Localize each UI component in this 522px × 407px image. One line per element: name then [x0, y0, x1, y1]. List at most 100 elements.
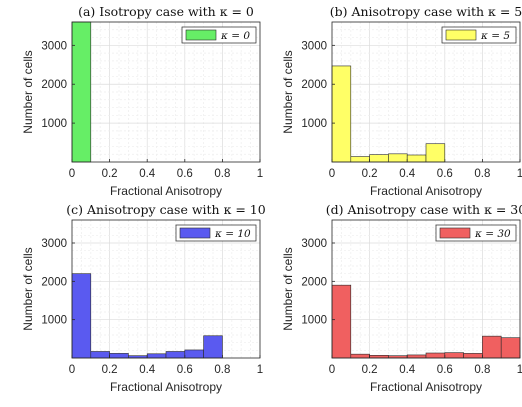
axes-frame [331, 219, 521, 359]
x-tick-label: 0.8 [214, 364, 230, 376]
bar [165, 351, 186, 359]
y-axis-label: Number of cells [21, 50, 35, 133]
axes-frame [331, 21, 521, 163]
bar [500, 337, 521, 359]
x-tick-label: 0 [69, 168, 75, 180]
chart-title: (d) Anisotropy case with κ = 30 [326, 202, 522, 217]
x-tick-label: 0 [329, 364, 335, 376]
chart-title: (a) Isotropy case with κ = 0 [78, 4, 254, 19]
legend-swatch [185, 29, 217, 41]
y-tick-label: 1000 [41, 315, 67, 327]
legend-label: κ = 10 [214, 228, 251, 240]
bar [425, 352, 446, 359]
y-axis-label: Number of cells [281, 247, 295, 330]
axes-frame [71, 219, 261, 359]
x-tick-label: 0.6 [177, 364, 193, 376]
grid [72, 22, 260, 162]
chart-panel-1: 0 0.2 0.4 0.6 0.8 1 1000 2000 3000 (a) Isotropy c… [21, 4, 263, 198]
x-ticks: 0 0.2 0.4 0.6 0.8 1 [69, 355, 263, 376]
bar [369, 355, 389, 359]
y-tick-label: 1000 [301, 315, 327, 327]
x-tick-label: 0 [329, 168, 335, 180]
y-tick-label: 3000 [41, 238, 67, 250]
x-tick-label: 1 [517, 168, 522, 180]
y-ticks: 1000 2000 3000 [41, 238, 75, 327]
y-tick-label: 2000 [301, 276, 327, 288]
bar [406, 154, 427, 163]
x-tick-label: 0.6 [177, 168, 193, 180]
y-tick-label: 3000 [41, 40, 67, 52]
x-tick-label: 1 [257, 168, 263, 180]
legend: κ = 10 [175, 224, 257, 242]
x-tick-label: 0.4 [399, 364, 416, 376]
bar [331, 65, 352, 163]
x-ticks: 0 0.2 0.4 0.6 0.8 1 [329, 159, 522, 180]
x-tick-label: 0.4 [139, 168, 156, 180]
bar [444, 352, 464, 359]
x-axis-label: Fractional Anisotropy [370, 184, 482, 198]
x-axis-label: Fractional Anisotropy [110, 184, 222, 198]
legend-swatch [179, 227, 211, 239]
bar [369, 154, 389, 163]
legend: κ = 30 [435, 224, 517, 242]
x-tick-label: 0 [69, 364, 75, 376]
y-tick-label: 3000 [301, 40, 327, 52]
bar [425, 143, 446, 163]
x-tick-label: 0.4 [399, 168, 416, 180]
x-tick-label: 1 [517, 364, 522, 376]
bar [90, 351, 110, 359]
x-tick-label: 0.4 [139, 364, 156, 376]
bar [109, 353, 129, 359]
x-axis-label: Fractional Anisotropy [110, 380, 222, 394]
bars [71, 21, 92, 163]
bars [71, 273, 223, 359]
bar [350, 353, 370, 359]
x-tick-label: 0.6 [437, 364, 453, 376]
bar [388, 153, 408, 163]
bars [331, 284, 521, 359]
bar [71, 21, 92, 163]
chart-panel-3: 0 0.2 0.4 0.6 0.8 1 1000 2000 3000 (c) Anisotropy… [21, 202, 266, 394]
chart-title: (c) Anisotropy case with κ = 10 [66, 202, 265, 217]
x-tick-label: 0.8 [474, 364, 490, 376]
y-axis-label: Number of cells [21, 247, 35, 330]
y-tick-label: 2000 [41, 79, 67, 91]
bar [406, 354, 427, 359]
bar [331, 284, 352, 359]
bar [71, 273, 92, 359]
x-ticks: 0 0.2 0.4 0.6 0.8 1 [69, 159, 263, 180]
y-ticks: 1000 2000 3000 [301, 40, 335, 130]
y-tick-label: 1000 [301, 118, 327, 130]
x-tick-label: 0.2 [102, 364, 118, 376]
chart-title: (b) Anisotropy case with κ = 5 [330, 4, 522, 19]
legend-label: κ = 0 [220, 30, 250, 42]
bars [331, 65, 446, 163]
grid [332, 220, 520, 358]
y-ticks: 1000 2000 3000 [41, 40, 75, 130]
x-axis-label: Fractional Anisotropy [370, 380, 482, 394]
bar [463, 353, 483, 359]
x-tick-label: 0.6 [437, 168, 453, 180]
bar [203, 335, 223, 359]
axes-frame [71, 21, 261, 163]
x-tick-label: 1 [257, 364, 263, 376]
x-tick-label: 0.2 [362, 168, 378, 180]
chart-panel-2: 0 0.2 0.4 0.6 0.8 1 1000 2000 3000 (b) Anisotropy… [281, 4, 522, 198]
legend: κ = 0 [181, 26, 257, 44]
x-tick-label: 0.8 [214, 168, 230, 180]
legend-label: κ = 5 [480, 30, 510, 42]
legend: κ = 5 [441, 26, 517, 44]
bar [184, 349, 204, 359]
y-ticks: 1000 2000 3000 [301, 238, 335, 327]
legend-swatch [439, 227, 471, 239]
y-tick-label: 3000 [301, 238, 327, 250]
bar [350, 156, 370, 163]
x-tick-label: 0.2 [362, 364, 378, 376]
legend-label: κ = 30 [474, 228, 511, 240]
x-tick-label: 0.2 [102, 168, 118, 180]
grid [72, 220, 260, 358]
x-tick-label: 0.8 [474, 168, 490, 180]
y-tick-label: 2000 [41, 276, 67, 288]
legend-swatch [445, 29, 477, 41]
